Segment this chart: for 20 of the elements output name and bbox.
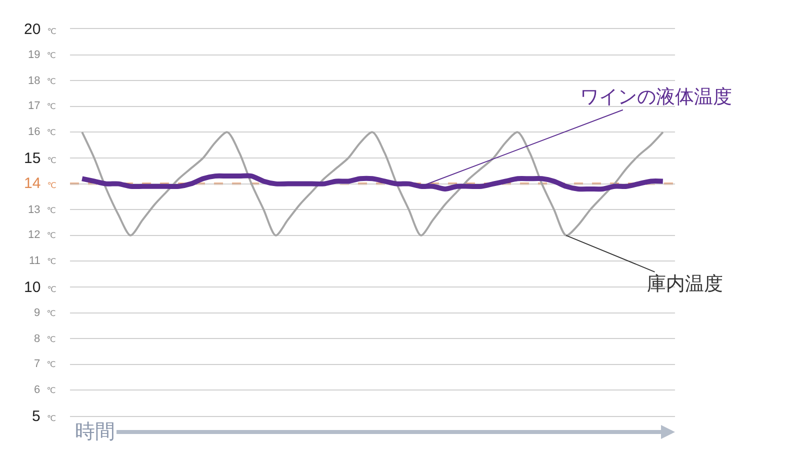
y-tick-label: 9 ℃ — [34, 307, 56, 319]
y-tick-label: 16 ℃ — [28, 126, 56, 138]
line-series — [81, 131, 664, 236]
y-tick-label: 7 ℃ — [34, 358, 56, 370]
y-tick-label: 20 ℃ — [24, 21, 56, 38]
y-tick-label: 10 ℃ — [24, 279, 56, 296]
y-tick-label: 19 ℃ — [28, 49, 56, 61]
y-tick-label: 11 ℃ — [29, 255, 56, 267]
y-tick-label: 15 ℃ — [24, 150, 56, 167]
y-tick-label: 18 ℃ — [28, 75, 56, 87]
text: ワインの液体温度 — [580, 86, 732, 108]
y-tick-label: 12 ℃ — [28, 229, 56, 241]
text: 庫内温度 — [647, 273, 723, 295]
y-tick-label: 17 ℃ — [28, 100, 56, 112]
y-tick-label: 14 ℃ — [24, 175, 56, 192]
y-tick-label: 6 ℃ — [34, 384, 56, 396]
x-axis-title: 時間 — [75, 421, 115, 443]
y-tick-label: 5 ℃ — [32, 408, 56, 425]
y-tick-label: 8 ℃ — [34, 333, 56, 345]
y-tick-label: 13 ℃ — [28, 204, 56, 216]
